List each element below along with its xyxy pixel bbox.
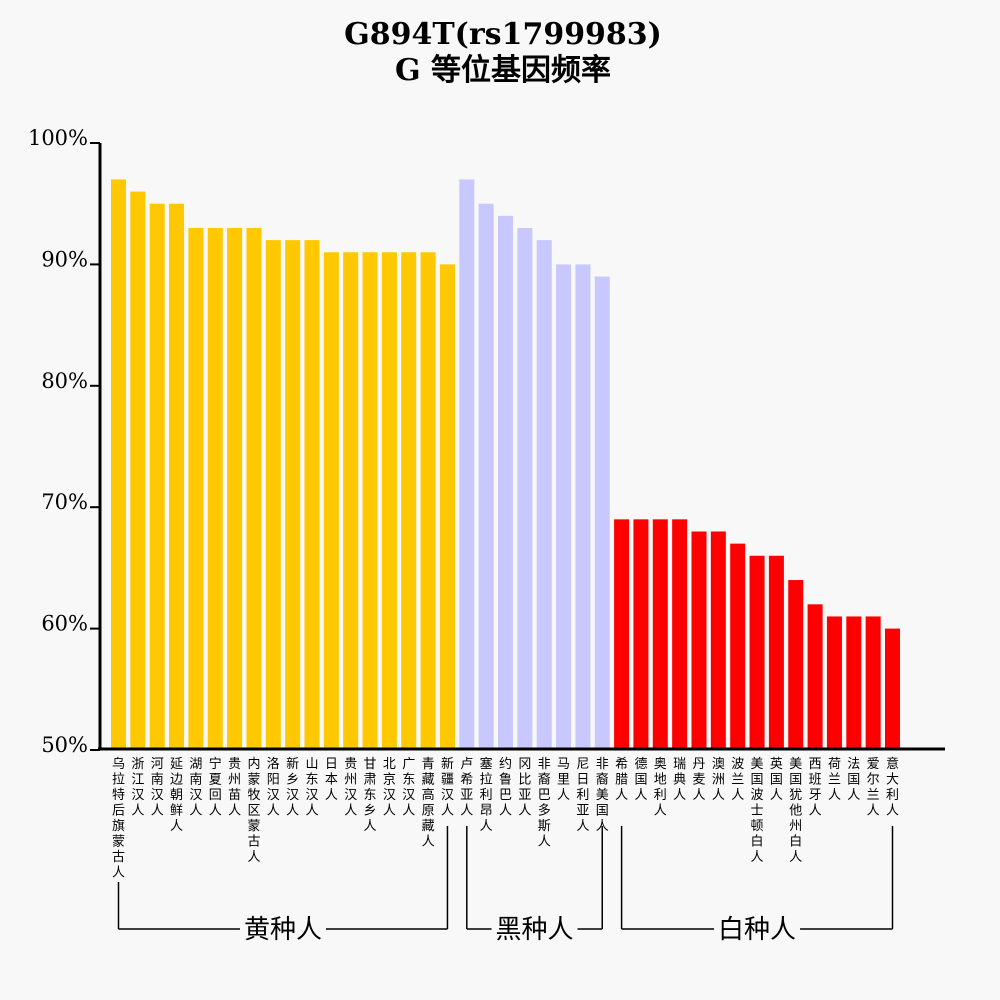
bar (343, 252, 359, 750)
category-label: 山东汉人 (305, 757, 318, 819)
group-label: 黑种人 (496, 915, 574, 945)
bar (865, 616, 881, 750)
bar (672, 519, 688, 750)
category-label: 奥地利人 (654, 757, 667, 819)
category-label: 非裔美国人 (596, 757, 609, 834)
bar (517, 227, 533, 751)
category-label: 丹麦人 (692, 757, 705, 803)
y-tick-label: 90% (41, 247, 88, 271)
group-brackets: 黄种人 黑种人 白种人 (117, 826, 894, 945)
y-tick-label: 60% (41, 612, 88, 636)
bar (381, 252, 397, 750)
category-label: 河南汉人 (151, 757, 164, 819)
category-label: 日本人 (325, 757, 338, 803)
category-label: 湖南汉人 (189, 757, 202, 819)
group-label: 黄种人 (244, 915, 322, 945)
category-label: 马里人 (557, 757, 570, 803)
bar (323, 252, 339, 750)
bar (227, 227, 243, 751)
bar (459, 179, 475, 751)
bar (614, 519, 630, 750)
category-label: 美国犹他州白人 (789, 757, 802, 865)
bar (498, 215, 513, 751)
category-label: 北京汉人 (383, 757, 396, 819)
category-label: 西班牙人 (809, 757, 822, 819)
category-label: 非裔巴多斯人 (538, 757, 551, 850)
category-label: 冈比亚人 (518, 757, 531, 819)
bar (556, 264, 572, 750)
bar (633, 519, 649, 750)
bar (478, 203, 494, 750)
chart-title: G894T(rs1799983) (344, 17, 662, 52)
bar (826, 616, 842, 750)
bar (575, 264, 591, 750)
bar (130, 191, 146, 750)
category-label: 洛阳汉人 (267, 757, 280, 819)
bar (207, 227, 223, 751)
category-label: 内蒙牧区蒙古人 (247, 756, 260, 865)
bar (730, 543, 746, 750)
category-label: 德国人 (634, 757, 647, 803)
bar (536, 240, 552, 750)
bar (285, 240, 301, 750)
bar (401, 252, 417, 750)
bar (749, 555, 765, 750)
y-tick-label: 70% (41, 490, 88, 514)
category-label: 意大利人 (886, 756, 899, 819)
category-label: 塞拉利昂人 (480, 756, 493, 834)
bar (439, 264, 455, 750)
category-label: 浙江汉人 (131, 757, 144, 819)
bar (691, 531, 707, 750)
category-label: 荷兰人 (828, 757, 841, 803)
category-label: 法国人 (847, 757, 860, 803)
category-label: 新疆汉人 (441, 756, 454, 819)
bar (149, 203, 165, 750)
category-label: 波兰人 (731, 757, 744, 803)
bar (362, 252, 378, 750)
category-label: 尼日利亚人 (576, 757, 589, 834)
category-labels-group: 乌拉特后旗蒙古人浙江汉人河南汉人延边朝鲜人湖南汉人宁夏回人贵州苗人内蒙牧区蒙古人… (112, 756, 899, 881)
bar (304, 240, 320, 750)
category-label: 澳洲人 (712, 756, 725, 803)
bar (111, 179, 126, 751)
bar (652, 519, 668, 750)
y-tick-label: 80% (41, 369, 88, 393)
category-label: 希腊人 (615, 757, 628, 803)
category-label: 卢希亚人 (460, 756, 473, 819)
category-label: 贵州苗人 (228, 757, 241, 819)
bar (788, 580, 804, 750)
category-label: 英国人 (770, 757, 783, 803)
category-label: 乌拉特后旗蒙古人 (112, 756, 125, 881)
bars-group (111, 179, 900, 751)
category-label: 甘肃东乡人 (364, 757, 377, 834)
bar (594, 276, 610, 750)
bar (807, 604, 823, 750)
bar (420, 252, 436, 750)
bar (768, 555, 784, 750)
category-label: 美国波士顿白人 (751, 757, 764, 865)
bar (246, 227, 262, 751)
bar (265, 240, 281, 750)
bar (846, 616, 862, 750)
chart-subtitle: G 等位基因频率 (395, 53, 611, 88)
category-label: 贵州汉人 (344, 757, 357, 819)
category-label: 约鲁巴人 (499, 757, 512, 819)
category-label: 爱尔兰人 (867, 757, 880, 819)
category-label: 新乡汉人 (286, 756, 299, 819)
y-tick-label: 50% (41, 733, 88, 757)
category-label: 瑞典人 (673, 757, 686, 803)
bar (885, 628, 900, 750)
category-label: 宁夏回人 (209, 756, 222, 819)
category-label: 青藏高原藏人 (422, 757, 435, 850)
bar (710, 531, 726, 750)
bar (169, 203, 185, 750)
group-label: 白种人 (718, 915, 796, 945)
y-tick-label: 100% (28, 126, 88, 150)
category-label: 广东汉人 (402, 757, 415, 819)
y-ticks-group: 100% 90% 80% 70% 60% 50% (28, 126, 100, 757)
category-label: 延边朝鲜人 (170, 757, 183, 834)
bar (188, 227, 204, 751)
